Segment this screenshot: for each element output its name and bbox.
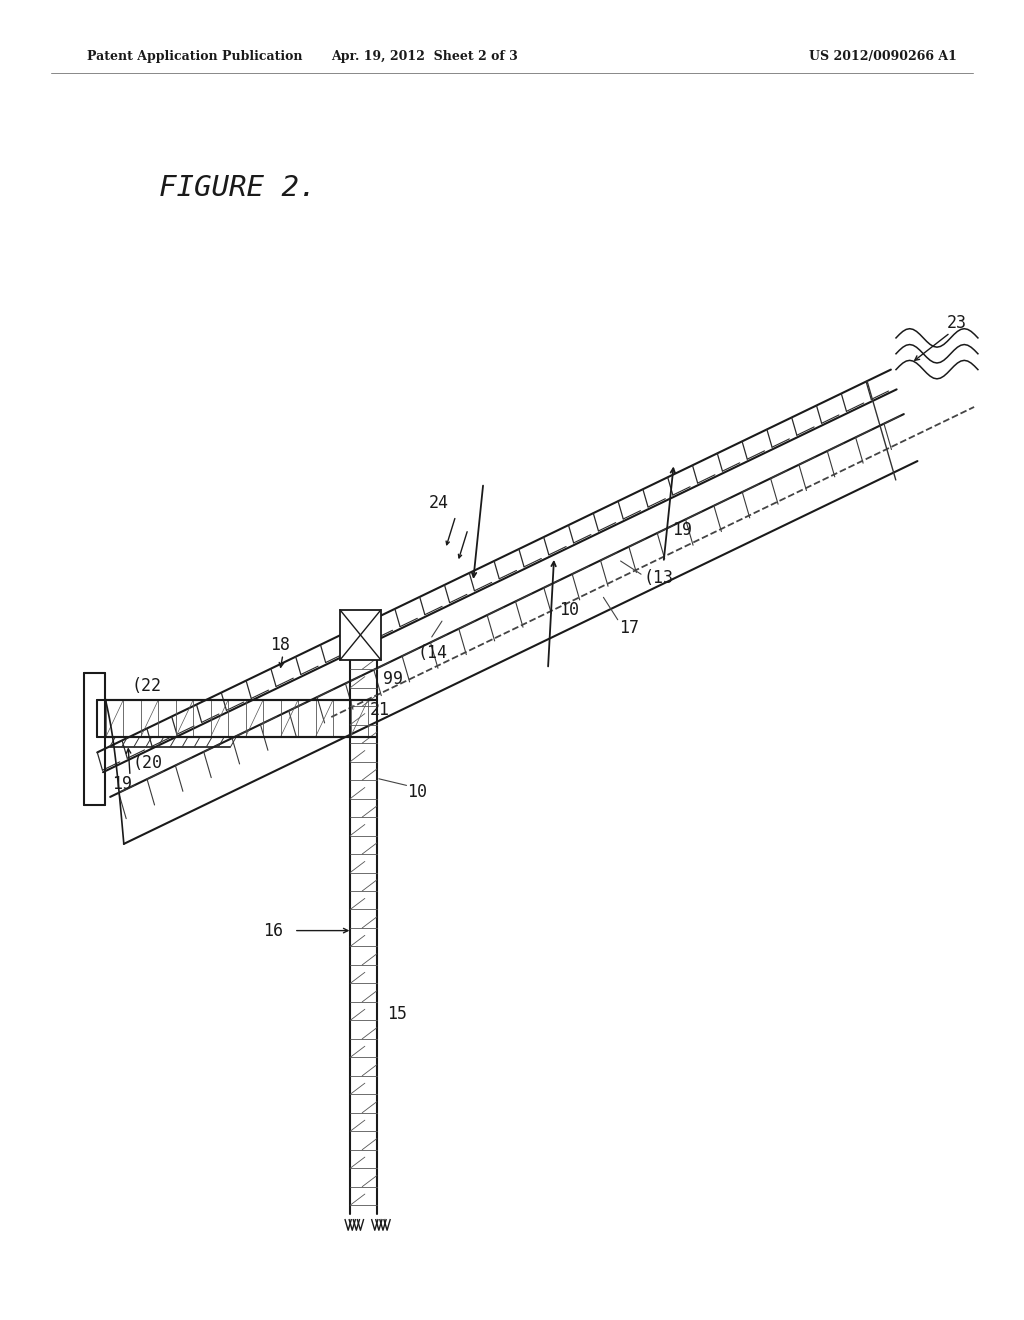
Text: (22: (22 bbox=[131, 677, 161, 696]
Text: 10: 10 bbox=[559, 601, 580, 619]
Bar bbox=[340, 610, 381, 660]
Text: FIGURE 2.: FIGURE 2. bbox=[159, 174, 316, 202]
Text: Patent Application Publication: Patent Application Publication bbox=[87, 50, 302, 63]
Text: 19: 19 bbox=[112, 775, 132, 793]
Text: 99: 99 bbox=[383, 669, 402, 688]
Text: US 2012/0090266 A1: US 2012/0090266 A1 bbox=[809, 50, 956, 63]
Text: 16: 16 bbox=[263, 921, 284, 940]
Text: 18: 18 bbox=[269, 636, 290, 655]
Text: 15: 15 bbox=[387, 1005, 408, 1023]
Text: 23: 23 bbox=[947, 314, 968, 333]
Text: (13: (13 bbox=[643, 569, 673, 587]
Text: 17: 17 bbox=[618, 619, 639, 636]
Text: 19: 19 bbox=[672, 520, 692, 539]
Text: (14: (14 bbox=[418, 644, 447, 661]
Text: 10: 10 bbox=[408, 783, 428, 801]
Text: 24: 24 bbox=[429, 494, 450, 512]
Text: Apr. 19, 2012  Sheet 2 of 3: Apr. 19, 2012 Sheet 2 of 3 bbox=[332, 50, 518, 63]
Text: 21: 21 bbox=[370, 701, 390, 719]
Text: (20: (20 bbox=[132, 754, 162, 772]
